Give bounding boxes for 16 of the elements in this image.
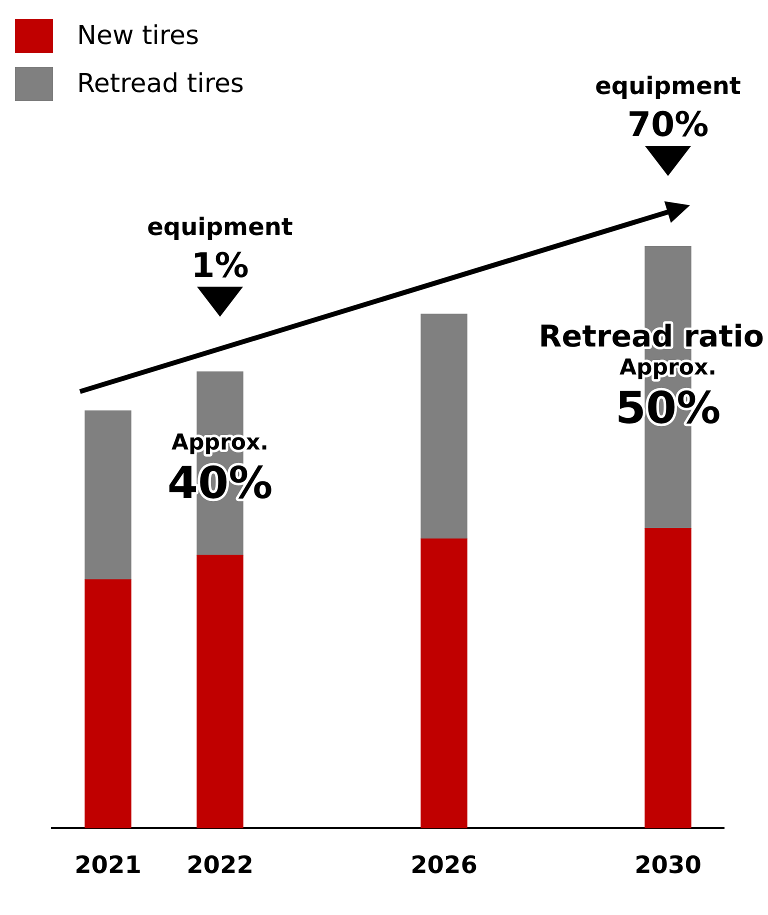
legend-label: Retread tires [77, 69, 244, 99]
bar [420, 538, 468, 828]
text: equipment 70% [595, 72, 741, 145]
x-tick-label: 2021 [74, 850, 142, 879]
annotation: equipment 1% [147, 212, 293, 286]
x-tick-label: 2026 [410, 850, 478, 879]
annotation: Retread ratio Approx. 50% [538, 319, 764, 434]
bar [420, 314, 468, 540]
x-tick-label: 2030 [634, 850, 702, 879]
bar [84, 579, 132, 828]
x-tick-label: 2022 [186, 850, 254, 879]
legend-label: New tires [77, 21, 200, 51]
bar [84, 410, 132, 580]
bar [196, 554, 244, 828]
annotation: Approx. 40% [167, 430, 273, 510]
bar [644, 528, 692, 828]
